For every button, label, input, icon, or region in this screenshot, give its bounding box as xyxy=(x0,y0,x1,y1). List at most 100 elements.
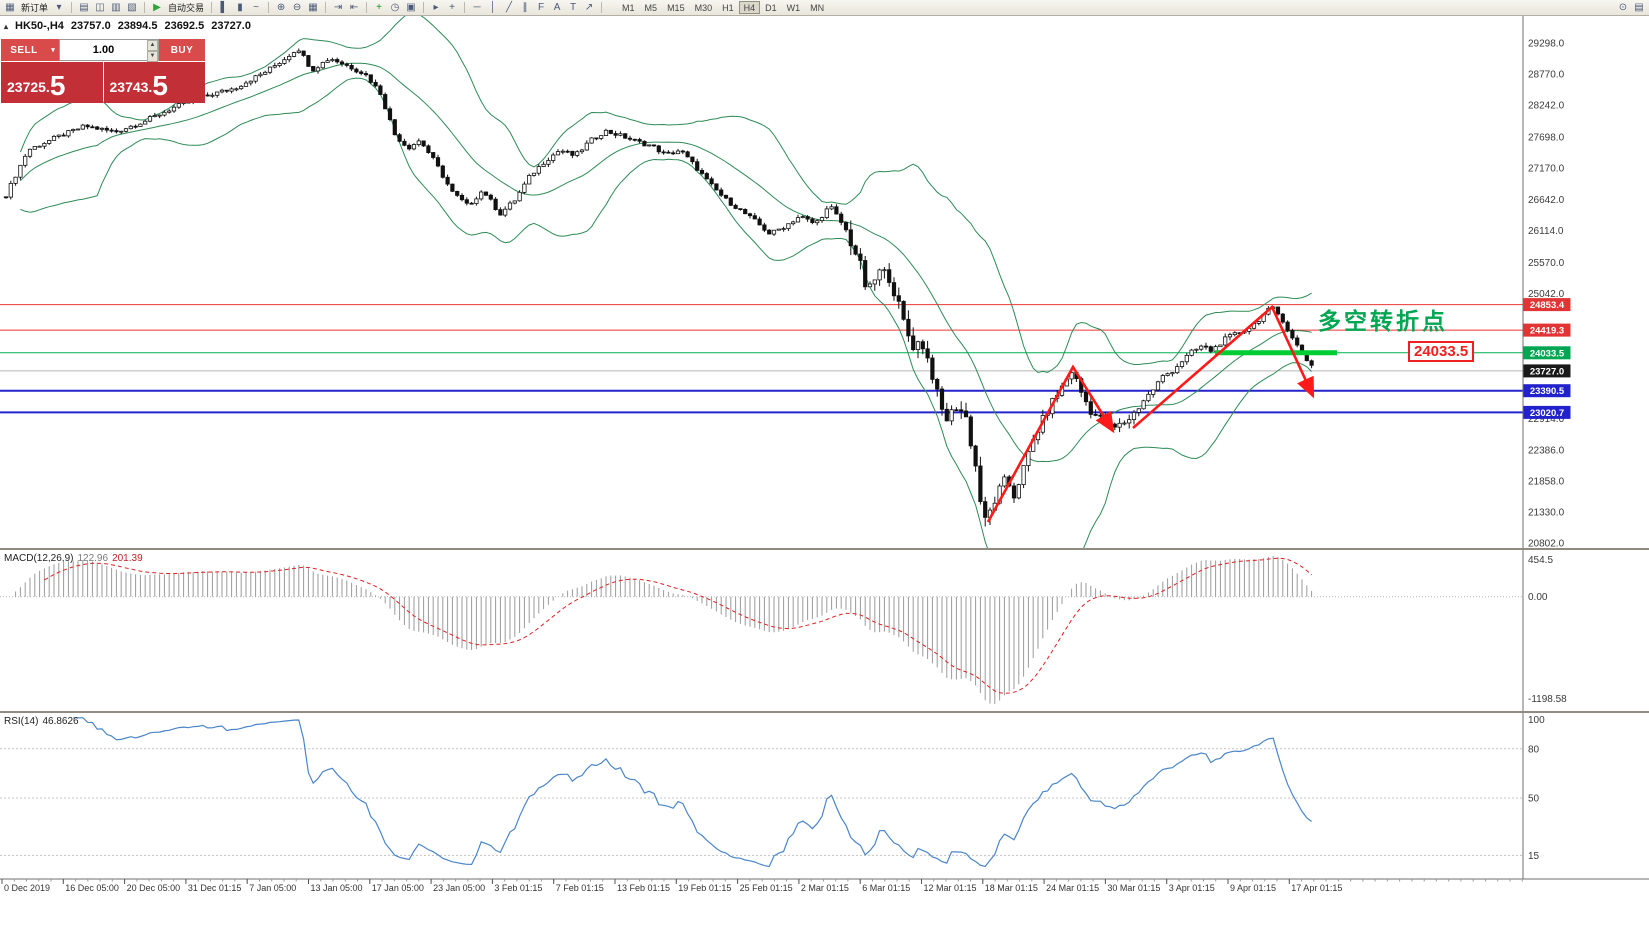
crosshair-icon[interactable]: + xyxy=(449,2,455,13)
timeframe-m15[interactable]: M15 xyxy=(667,3,685,13)
zoom-out-icon[interactable]: ⊖ xyxy=(292,2,302,13)
grid-icon[interactable]: ▦ xyxy=(308,2,318,13)
svg-text:16 Dec 05:00: 16 Dec 05:00 xyxy=(65,883,119,893)
rsi-axis: 100 80 50 15 xyxy=(1528,715,1545,862)
line-chart-icon[interactable]: ~ xyxy=(253,2,259,13)
auto-scroll-icon[interactable]: ⇥ xyxy=(333,2,343,13)
new-order-label[interactable]: 新订单 xyxy=(21,3,49,13)
candles-layer xyxy=(3,48,1314,527)
macd-panel-splitter[interactable] xyxy=(0,548,1649,550)
zoom-in-icon[interactable]: ⊕ xyxy=(276,2,286,13)
svg-text:25570.0: 25570.0 xyxy=(1528,258,1565,269)
timeframe-m30[interactable]: M30 xyxy=(694,3,713,13)
toolbar-separator xyxy=(211,2,213,13)
vline-icon[interactable]: │ xyxy=(489,2,497,13)
timeframe-m5[interactable]: M5 xyxy=(644,3,658,13)
terminal-icon[interactable]: ▧ xyxy=(127,2,137,13)
toolbar-separator xyxy=(71,2,73,13)
support-price-tag: 24033.5 xyxy=(1408,341,1475,362)
volume-down-icon[interactable]: ▼ xyxy=(147,51,158,62)
timeframe-mn[interactable]: MN xyxy=(810,3,825,13)
new-order-icon[interactable]: ▦ xyxy=(5,2,15,13)
volume-input[interactable] xyxy=(60,40,158,60)
volume-up-icon[interactable]: ▲ xyxy=(147,40,158,51)
timeframe-group: M1 M5 M15 M30 H1 H4 D1 W1 MN xyxy=(617,1,829,14)
svg-text:20802.0: 20802.0 xyxy=(1528,539,1565,550)
buy-price-button[interactable]: 23743. 5 xyxy=(103,62,205,103)
svg-text:27170.0: 27170.0 xyxy=(1528,164,1565,175)
rsi-panel-splitter[interactable] xyxy=(0,711,1649,713)
svg-text:19 Feb 01:15: 19 Feb 01:15 xyxy=(678,883,731,893)
alerts-icon[interactable]: ▤ xyxy=(1634,2,1644,13)
svg-text:7 Jan 05:00: 7 Jan 05:00 xyxy=(249,883,296,893)
svg-text:28770.0: 28770.0 xyxy=(1528,70,1565,81)
svg-text:0.00: 0.00 xyxy=(1528,592,1548,603)
autotrade-icon[interactable]: ▶ xyxy=(153,2,161,13)
arrow-style-icon[interactable]: ↗ xyxy=(584,2,594,13)
cursor-icon[interactable]: ▸ xyxy=(433,2,439,13)
svg-text:21330.0: 21330.0 xyxy=(1528,507,1565,518)
symbol-label: HK50-,H4 xyxy=(15,20,64,32)
timeframe-h4[interactable]: H4 xyxy=(738,1,761,14)
toolbar-separator xyxy=(366,2,368,13)
sell-price-main: 23725. xyxy=(7,79,50,95)
macd-signal-line xyxy=(44,557,1312,694)
horizontal-level-lines xyxy=(0,304,1523,414)
chart-shift-icon[interactable]: ⇤ xyxy=(349,2,359,13)
one-click-trading-panel: SELL ▾ ▲ ▼ BUY 23725.5 23743.5 xyxy=(1,39,205,103)
fibonacci-icon[interactable]: F xyxy=(537,2,545,13)
periods-icon[interactable]: ◷ xyxy=(390,2,400,13)
auto-trading-label[interactable]: 自动交易 xyxy=(168,3,205,13)
timeframe-h1[interactable]: H1 xyxy=(722,3,734,13)
svg-text:23727.0: 23727.0 xyxy=(1530,366,1564,377)
buy-price-main: 23743. xyxy=(109,79,153,95)
svg-text:26642.0: 26642.0 xyxy=(1528,195,1565,206)
toolbar-separator xyxy=(423,2,425,13)
rsi-name: RSI(14) xyxy=(4,716,39,727)
timeframe-d1[interactable]: D1 xyxy=(765,3,777,13)
macd-name: MACD(12,26,9) xyxy=(4,553,74,564)
svg-text:25042.0: 25042.0 xyxy=(1528,289,1565,300)
svg-text:2 Mar 01:15: 2 Mar 01:15 xyxy=(801,883,849,893)
indicators-icon[interactable]: + xyxy=(376,2,382,13)
timeframe-w1[interactable]: W1 xyxy=(786,3,801,13)
svg-text:15: 15 xyxy=(1528,851,1540,862)
candlestick-icon[interactable]: ▮ xyxy=(237,2,243,13)
price-axis-ticks[interactable]: 29298.0 28770.0 28242.0 27698.0 27170.0 26642… xyxy=(1528,39,1565,550)
trendline-icon[interactable]: ╱ xyxy=(506,2,513,13)
svg-text:6 Mar 01:15: 6 Mar 01:15 xyxy=(862,883,910,893)
sell-button[interactable]: SELL xyxy=(1,39,47,61)
svg-text:17 Apr 01:15: 17 Apr 01:15 xyxy=(1291,883,1342,893)
new-order-dropdown-icon[interactable]: ▾ xyxy=(56,2,62,13)
buy-button[interactable]: BUY xyxy=(159,39,205,61)
templates-icon[interactable]: ▣ xyxy=(406,2,416,13)
timeframe-m1[interactable]: M1 xyxy=(622,3,635,13)
navigator-icon[interactable]: ▥ xyxy=(111,2,121,13)
top-toolbar: ▦ 新订单 ▾ ▤ ◫ ▥ ▧ ▶ 自动交易 ▌ ▮ ~ ⊕ ⊖ ▦ ⇥ ⇤ + ◷ ▣ ▸ + ─ │ ╱ ∥ F A T ↗ M1 M5 M… xyxy=(0,0,1649,16)
channel-icon[interactable]: ∥ xyxy=(522,2,528,13)
time-axis[interactable]: 0 Dec 2019 16 Dec 05:00 20 Dec 05:00 31 Dec… xyxy=(1,879,1523,893)
sell-price-button[interactable]: 23725. 5 xyxy=(1,62,103,103)
svg-text:18 Mar 01:15: 18 Mar 01:15 xyxy=(985,883,1038,893)
data-window-icon[interactable]: ◫ xyxy=(95,2,105,13)
trade-settings-caret-icon[interactable]: ▾ xyxy=(47,39,59,61)
macd-histogram xyxy=(15,556,1313,704)
search-icon[interactable]: ⊙ xyxy=(1618,2,1628,13)
market-watch-icon[interactable]: ▤ xyxy=(79,2,89,13)
text-icon[interactable]: A xyxy=(553,2,561,13)
label-icon[interactable]: T xyxy=(569,2,577,13)
svg-text:25 Feb 01:15: 25 Feb 01:15 xyxy=(740,883,793,893)
macd-signal-value: 201.39 xyxy=(112,553,143,564)
macd-main-value: 122.96 xyxy=(77,553,109,564)
uptick-icon: ▴ xyxy=(4,21,9,31)
svg-text:3 Apr 01:15: 3 Apr 01:15 xyxy=(1169,883,1215,893)
hline-icon[interactable]: ─ xyxy=(473,2,481,13)
svg-text:20 Dec 05:00: 20 Dec 05:00 xyxy=(127,883,181,893)
svg-text:50: 50 xyxy=(1528,794,1540,805)
bar-chart-icon[interactable]: ▌ xyxy=(220,2,228,13)
rsi-line xyxy=(73,717,1312,868)
trend-arrows xyxy=(986,304,1315,523)
svg-text:27698.0: 27698.0 xyxy=(1528,133,1565,144)
toolbar-separator xyxy=(464,2,466,13)
